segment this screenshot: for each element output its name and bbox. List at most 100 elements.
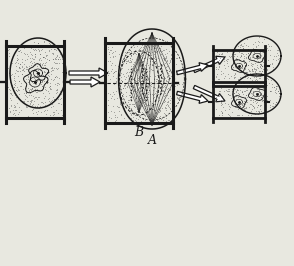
Point bbox=[177, 95, 182, 100]
Point bbox=[248, 69, 253, 73]
Point bbox=[119, 103, 123, 107]
Point bbox=[142, 118, 147, 122]
Point bbox=[218, 98, 223, 102]
Point bbox=[257, 110, 261, 114]
Point bbox=[107, 77, 112, 82]
Point bbox=[256, 109, 261, 113]
Point bbox=[257, 54, 262, 58]
Point bbox=[252, 66, 257, 71]
Point bbox=[106, 98, 111, 102]
Text: B: B bbox=[134, 126, 143, 139]
Point bbox=[152, 115, 156, 119]
Point bbox=[251, 67, 256, 71]
Point bbox=[27, 99, 32, 103]
Point bbox=[247, 102, 252, 106]
Point bbox=[169, 45, 173, 49]
Point bbox=[143, 66, 148, 70]
Point bbox=[13, 79, 18, 83]
Point bbox=[44, 53, 49, 57]
Point bbox=[168, 53, 173, 58]
Point bbox=[14, 67, 19, 72]
Point bbox=[106, 70, 111, 75]
Point bbox=[24, 91, 29, 95]
Point bbox=[16, 96, 21, 100]
Point bbox=[253, 45, 258, 49]
Point bbox=[105, 59, 110, 64]
Point bbox=[48, 81, 52, 85]
Point bbox=[167, 69, 172, 73]
Point bbox=[149, 63, 154, 67]
Point bbox=[148, 82, 152, 87]
Point bbox=[236, 65, 240, 69]
Point bbox=[232, 52, 237, 56]
Point bbox=[274, 84, 278, 88]
Point bbox=[144, 57, 149, 61]
Point bbox=[238, 55, 243, 60]
Point bbox=[9, 98, 14, 102]
Point bbox=[257, 94, 262, 99]
Point bbox=[138, 55, 142, 59]
Point bbox=[13, 108, 18, 113]
Point bbox=[136, 80, 140, 84]
Point bbox=[46, 48, 51, 52]
Point bbox=[151, 107, 156, 111]
Point bbox=[127, 102, 132, 106]
Point bbox=[111, 92, 116, 97]
Point bbox=[147, 65, 151, 70]
Point bbox=[166, 118, 171, 122]
Point bbox=[57, 82, 62, 86]
Point bbox=[144, 84, 149, 88]
Point bbox=[25, 75, 30, 80]
Point bbox=[51, 97, 56, 102]
Point bbox=[151, 93, 155, 97]
Point bbox=[252, 106, 256, 110]
Point bbox=[221, 105, 225, 109]
Point bbox=[235, 87, 239, 92]
Point bbox=[32, 96, 37, 100]
Point bbox=[30, 61, 35, 65]
Point bbox=[245, 70, 250, 74]
Point bbox=[138, 113, 143, 118]
Point bbox=[15, 101, 20, 105]
Point bbox=[161, 85, 166, 89]
Point bbox=[253, 69, 258, 73]
Point bbox=[42, 70, 47, 75]
Point bbox=[268, 62, 273, 66]
Point bbox=[13, 105, 17, 110]
Point bbox=[139, 66, 143, 70]
Point bbox=[33, 82, 38, 86]
Point bbox=[53, 56, 58, 60]
Point bbox=[143, 113, 148, 118]
Point bbox=[160, 106, 164, 110]
Point bbox=[156, 95, 161, 99]
Point bbox=[141, 66, 145, 70]
Point bbox=[150, 68, 154, 72]
Point bbox=[128, 60, 133, 64]
Point bbox=[123, 61, 128, 65]
Point bbox=[142, 112, 146, 117]
Point bbox=[275, 56, 280, 61]
Point bbox=[242, 104, 246, 108]
Point bbox=[265, 46, 269, 50]
Point bbox=[248, 89, 253, 93]
Point bbox=[142, 63, 147, 67]
Point bbox=[220, 110, 225, 114]
Point bbox=[122, 77, 127, 81]
Point bbox=[163, 61, 167, 65]
Point bbox=[130, 102, 135, 106]
Point bbox=[122, 86, 127, 90]
Point bbox=[228, 63, 233, 67]
Point bbox=[131, 52, 135, 56]
Point bbox=[171, 91, 176, 95]
Point bbox=[44, 81, 49, 85]
Point bbox=[29, 98, 34, 102]
Point bbox=[227, 87, 231, 92]
Point bbox=[24, 77, 29, 81]
Point bbox=[171, 91, 176, 95]
Point bbox=[42, 40, 47, 44]
Point bbox=[109, 109, 114, 113]
Point bbox=[238, 101, 243, 105]
Point bbox=[125, 50, 130, 54]
Point bbox=[226, 76, 231, 80]
Point bbox=[24, 90, 29, 94]
